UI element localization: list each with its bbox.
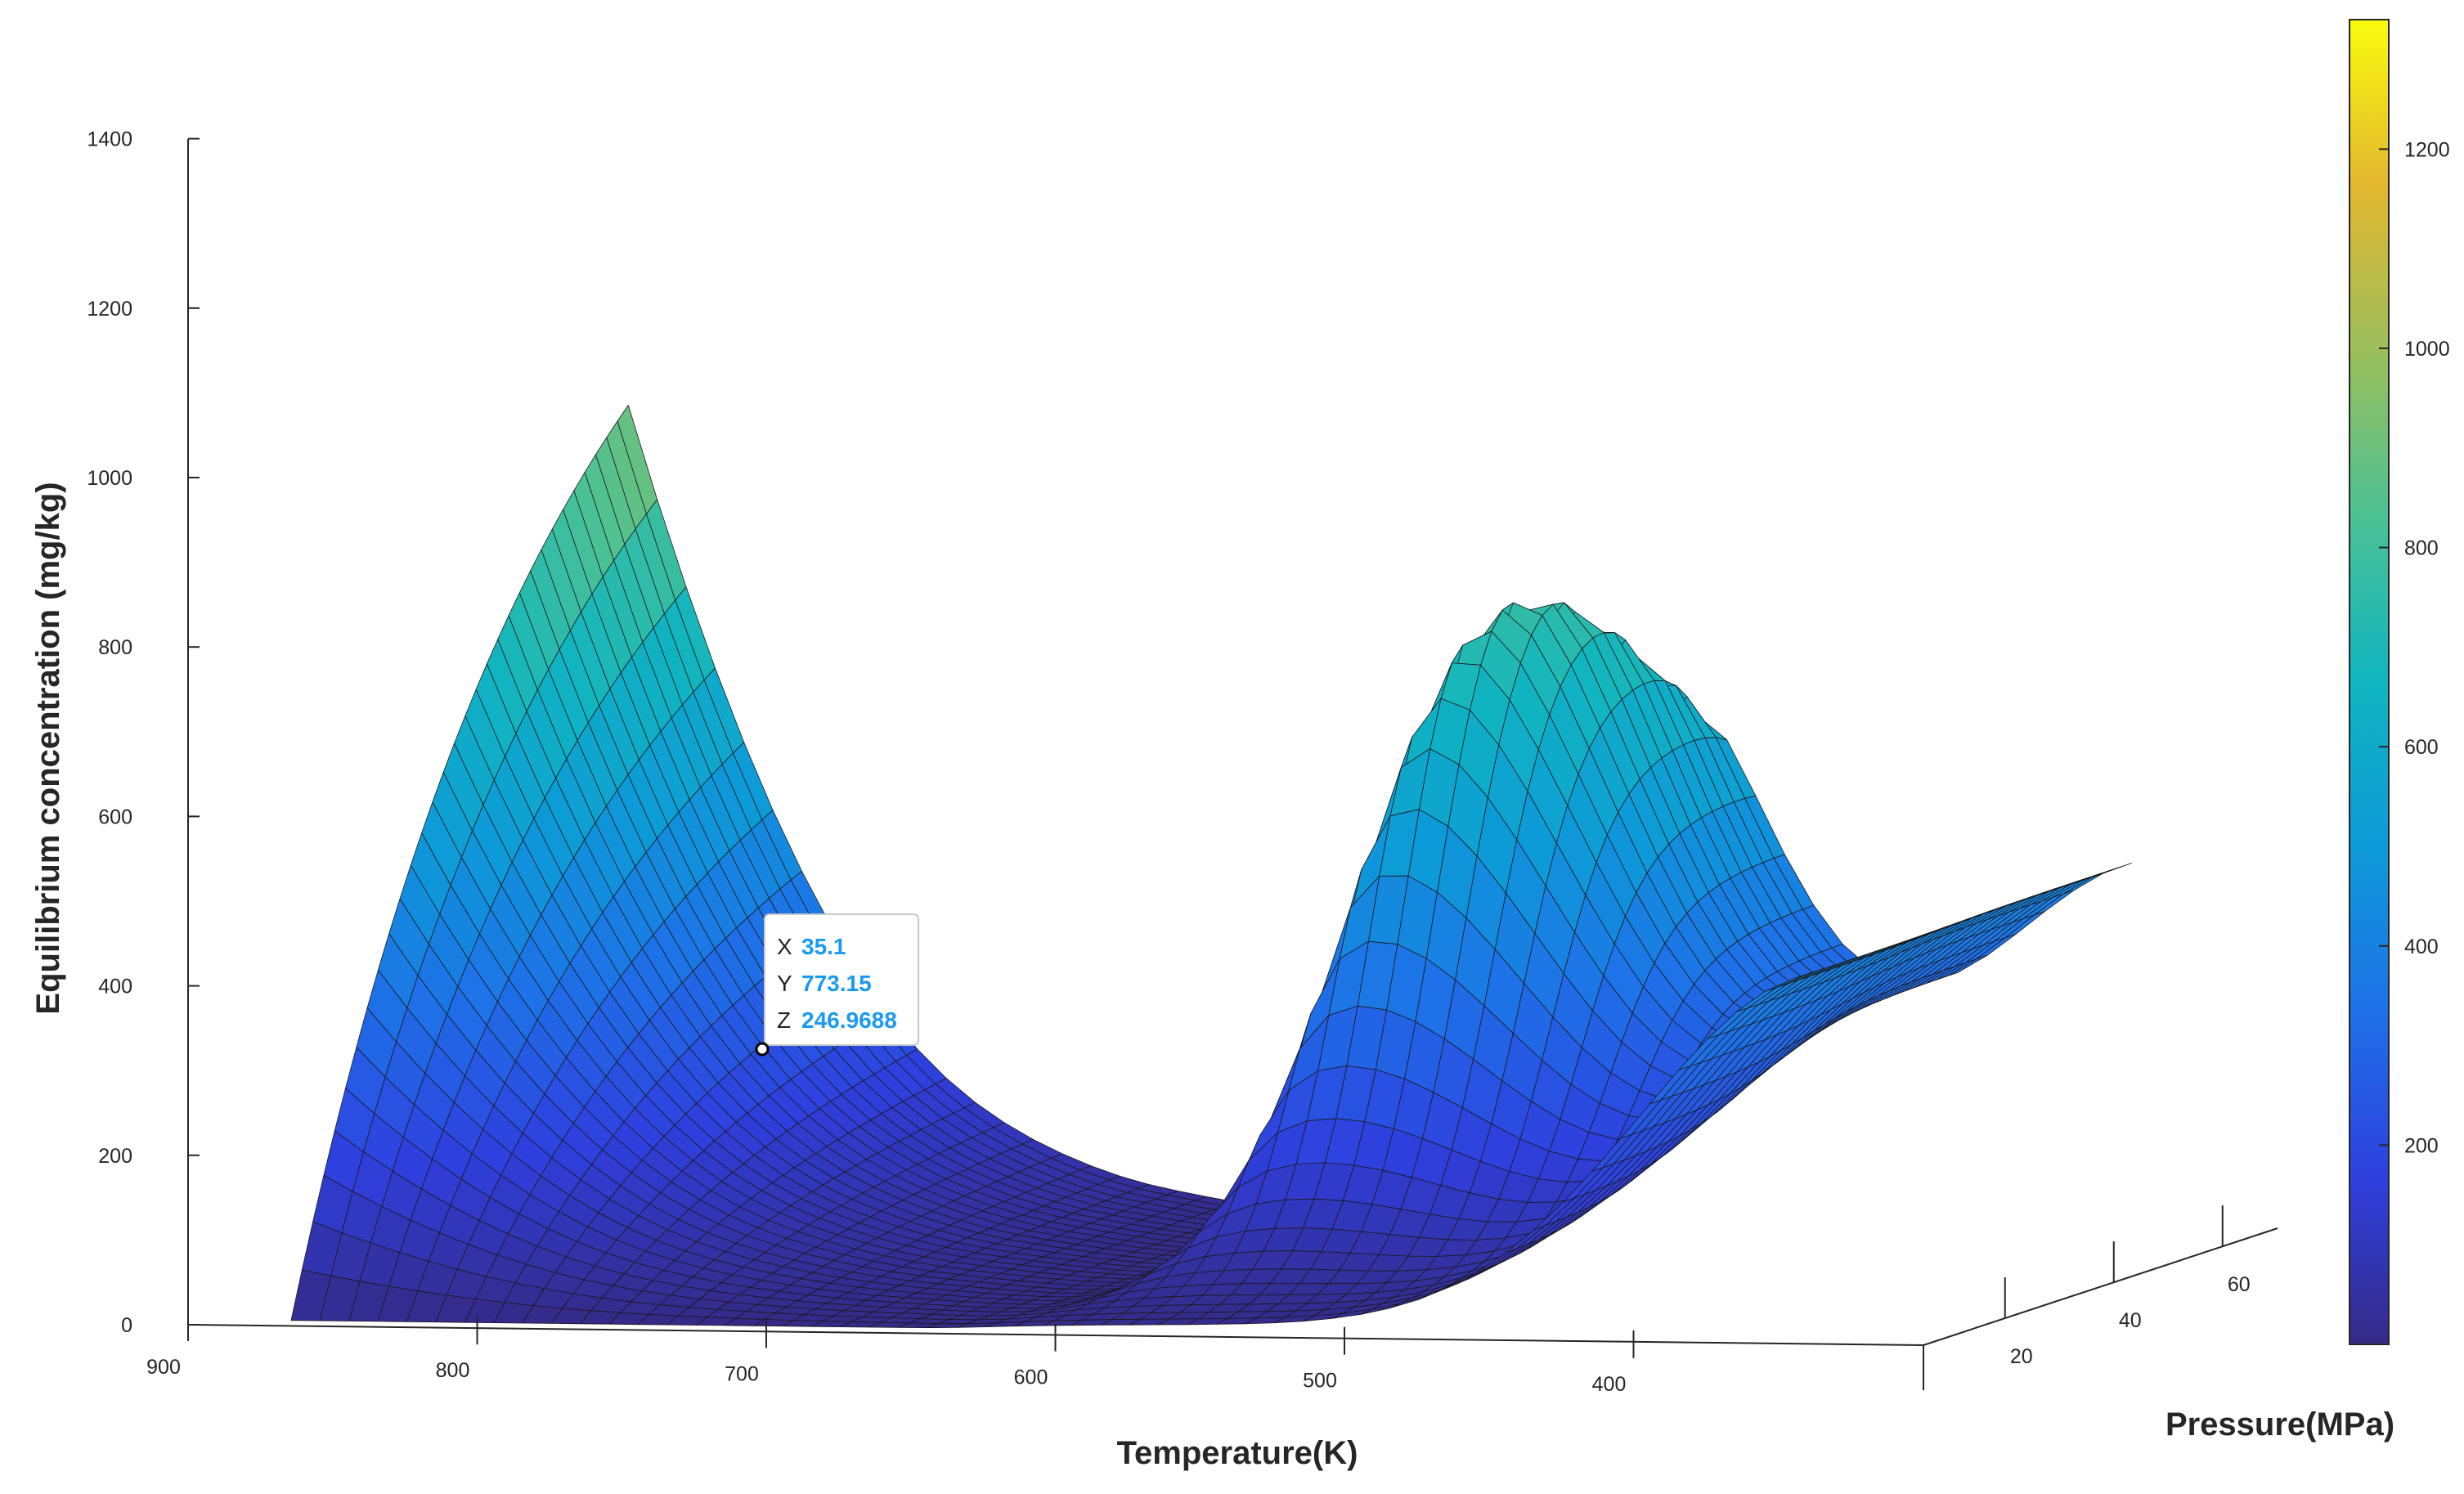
temperature-axis-label: Temperature(K) <box>1117 1435 1358 1471</box>
pressure-axis-ticks: 20 40 60 <box>2004 1205 2251 1368</box>
surface-mesh <box>290 405 2132 1328</box>
pressure-axis-label: Pressure(MPa) <box>2166 1407 2394 1442</box>
pressure-tick-label: 60 <box>2228 1273 2251 1296</box>
z-tick-label: 0 <box>121 1314 132 1337</box>
temperature-tick-label: 400 <box>1592 1373 1627 1396</box>
temperature-tick-label: 800 <box>436 1359 470 1382</box>
z-tick-label: 1000 <box>87 467 132 490</box>
z-tick-label: 600 <box>98 805 132 828</box>
z-tick-label: 400 <box>98 976 132 998</box>
data-tip-y-value: 773.15 <box>801 971 872 996</box>
colorbar: 200 400 600 800 1000 1200 <box>2349 19 2450 1345</box>
z-tick-label: 1400 <box>87 128 132 151</box>
data-tip-marker <box>755 1042 770 1057</box>
z-tick-label: 800 <box>98 636 132 659</box>
colorbar-tick-label: 400 <box>2404 935 2439 958</box>
z-tick-label: 1200 <box>87 298 132 321</box>
colorbar-tick-label: 800 <box>2404 537 2439 560</box>
temperature-axis-ticks: 900 800 700 600 500 400 <box>146 1313 1635 1396</box>
colorbar-tick-label: 200 <box>2404 1134 2439 1157</box>
colorbar-tick-label: 600 <box>2404 736 2439 759</box>
temperature-tick-label: 700 <box>725 1362 759 1385</box>
temperature-tick-label: 500 <box>1303 1370 1337 1393</box>
data-tip-x-value: 35.1 <box>801 934 846 959</box>
temperature-tick-label: 900 <box>146 1356 181 1379</box>
z-tick-label: 200 <box>98 1145 132 1168</box>
data-tip-x-label: X <box>777 934 792 959</box>
colorbar-tick-label: 1000 <box>2404 338 2450 361</box>
data-tip[interactable]: X 35.1 Y 773.15 Z 246.9688 <box>755 913 919 1057</box>
pressure-tick-label: 20 <box>2010 1345 2033 1368</box>
z-axis-ticks: 0 200 400 600 800 1000 1200 1400 <box>87 128 200 1337</box>
data-tip-box <box>764 913 919 1046</box>
data-tip-y-label: Y <box>777 971 792 996</box>
colorbar-tick-label: 1200 <box>2404 138 2450 161</box>
data-tip-z-label: Z <box>777 1007 791 1033</box>
colorbar-ticks: 200 400 600 800 1000 1200 <box>2379 138 2450 1157</box>
surface-patch <box>290 1269 332 1321</box>
z-axis-label: Equilibrium concentration (mg/kg) <box>30 482 66 1014</box>
data-tip-z-value: 246.9688 <box>801 1007 897 1033</box>
colorbar-gradient <box>2349 19 2390 1345</box>
pressure-axis-line <box>1923 1227 2278 1346</box>
temperature-tick-label: 600 <box>1014 1366 1048 1389</box>
pressure-tick-label: 40 <box>2119 1309 2142 1332</box>
